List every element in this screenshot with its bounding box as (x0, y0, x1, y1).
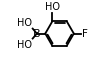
Text: HO: HO (45, 2, 60, 12)
Text: F: F (82, 29, 88, 39)
Text: HO: HO (17, 18, 32, 28)
Text: B: B (33, 29, 41, 39)
Text: HO: HO (17, 40, 32, 50)
